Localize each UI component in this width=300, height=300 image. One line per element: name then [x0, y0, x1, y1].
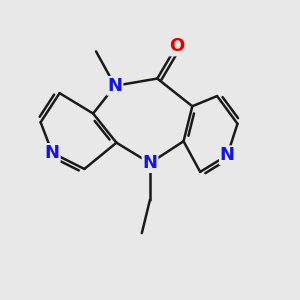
Text: N: N — [142, 154, 158, 172]
Text: N: N — [107, 77, 122, 95]
Text: N: N — [220, 146, 235, 164]
Text: O: O — [169, 38, 184, 56]
Text: N: N — [45, 144, 60, 162]
